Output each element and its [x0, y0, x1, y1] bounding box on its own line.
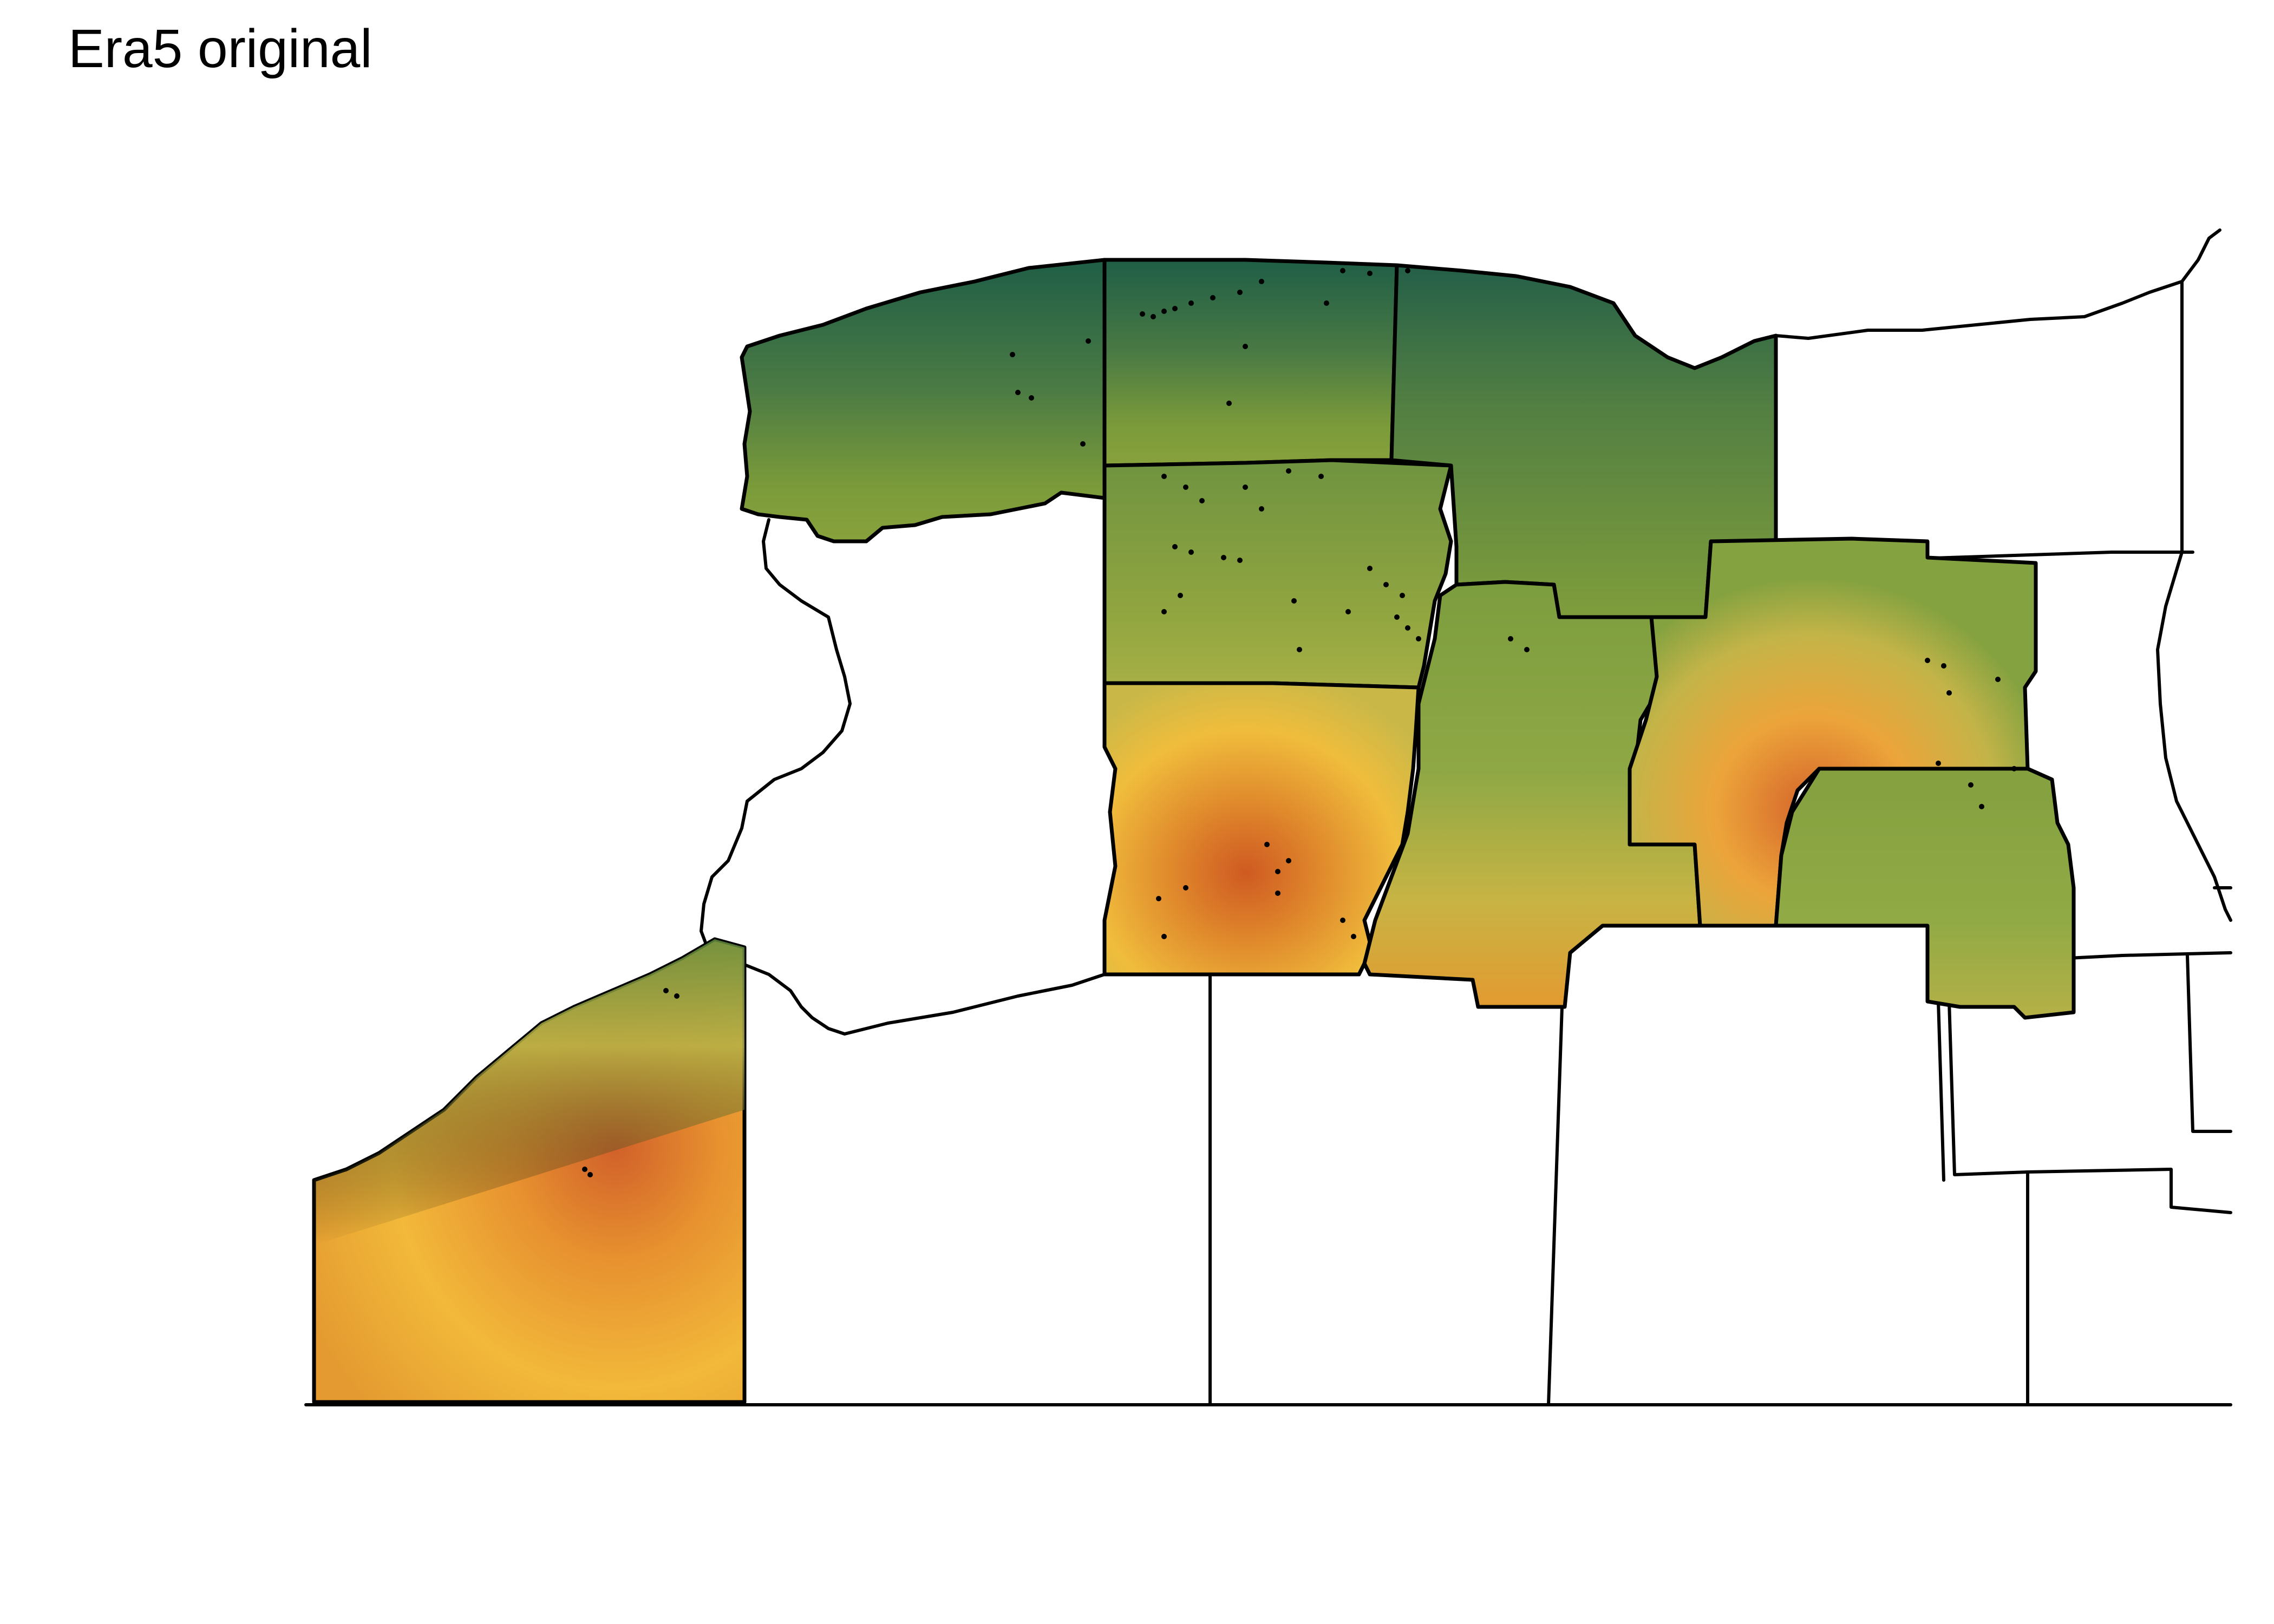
station-point [1237, 558, 1243, 563]
station-point [1394, 614, 1400, 620]
south-county-e [1937, 1000, 1945, 1182]
station-point [582, 1167, 587, 1172]
station-point [1286, 858, 1291, 863]
region-middle-north [1102, 458, 1453, 690]
station-point [1010, 352, 1015, 357]
station-point [1237, 290, 1243, 295]
station-point [1188, 549, 1194, 555]
region-north-center [1102, 258, 1399, 468]
station-point [1172, 544, 1178, 549]
station-point [1151, 314, 1156, 319]
station-point [1351, 934, 1356, 939]
station-point [1140, 311, 1145, 317]
station-point [1243, 344, 1248, 349]
station-point [1183, 484, 1188, 490]
station-point [1210, 295, 1216, 300]
station-point [1086, 338, 1091, 344]
station-point [1941, 663, 1946, 669]
station-point [1243, 484, 1248, 490]
station-point [1345, 609, 1351, 614]
region-north-east [1389, 263, 1778, 619]
station-point [1968, 782, 1974, 788]
station-point [1936, 761, 1941, 766]
station-point [1015, 390, 1021, 395]
station-point [1416, 636, 1421, 641]
east-boundary-c [1774, 228, 2221, 340]
station-point [1199, 498, 1205, 503]
region-east [1628, 536, 2038, 928]
lake-boundary [700, 518, 1106, 1036]
station-point [1161, 474, 1167, 479]
station-point [1979, 804, 1984, 809]
station-point [1161, 934, 1167, 939]
station-point [1226, 401, 1232, 406]
station-point [1156, 896, 1161, 901]
station-point [1297, 647, 1302, 652]
station-point [1029, 395, 1034, 401]
station-point [1259, 506, 1264, 512]
county-line-5 [1948, 1000, 2232, 1214]
east-boundary-e [2186, 954, 2232, 1133]
station-point [1524, 647, 1530, 652]
station-point [1925, 658, 1930, 663]
station-point [1383, 582, 1389, 587]
station-point [1264, 842, 1270, 847]
station-point [674, 993, 679, 999]
station-point [1367, 566, 1373, 571]
station-point [587, 1172, 593, 1177]
station-point [1946, 690, 1952, 696]
station-point [1161, 609, 1167, 614]
station-point [1367, 271, 1373, 276]
station-point [1080, 441, 1086, 447]
station-point [1291, 598, 1297, 604]
station-point [1400, 593, 1405, 598]
station-point [1405, 625, 1410, 631]
region-far-east [1774, 767, 2076, 1020]
station-point [1161, 309, 1167, 314]
station-point [1340, 918, 1345, 923]
region-north-west [740, 258, 1107, 543]
station-point [1275, 890, 1280, 896]
map-title: Era5 original [68, 18, 373, 79]
station-points [582, 268, 2017, 1177]
east-boundary-b [2156, 280, 2232, 922]
station-point [1178, 593, 1183, 598]
filled-regions [312, 258, 2076, 1404]
station-point [1340, 268, 1345, 273]
station-point [2011, 766, 2017, 771]
station-point [1405, 268, 1410, 273]
station-point [1275, 869, 1280, 874]
station-point [1221, 555, 1226, 560]
station-point [663, 988, 669, 993]
station-point [1508, 636, 1513, 641]
station-point [1286, 468, 1291, 474]
region-south-west-top-shade [314, 939, 744, 1245]
station-point [1995, 677, 2001, 682]
station-point [1183, 885, 1188, 890]
station-point [1259, 279, 1264, 284]
station-point [1324, 300, 1329, 306]
station-point [1172, 306, 1178, 311]
county-line-3 [1547, 1005, 1564, 1406]
station-point [1188, 300, 1194, 306]
station-point [1318, 474, 1324, 479]
east-boundary-d [2067, 951, 2232, 960]
